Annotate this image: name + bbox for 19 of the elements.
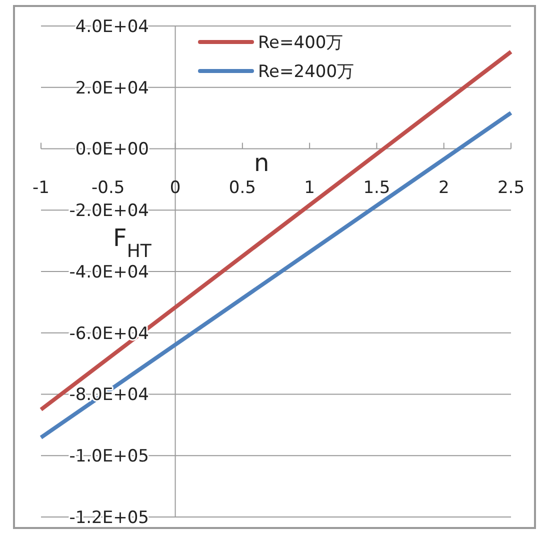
y-tick-label: -1.0E+05 <box>69 446 149 467</box>
legend-label: Re=2400万 <box>258 62 354 82</box>
y-tick-label: -2.0E+04 <box>69 201 149 222</box>
y-tick-label: -4.0E+04 <box>69 262 149 282</box>
x-tick-label: 2 <box>438 178 450 198</box>
x-tick-label: -0.5 <box>92 178 125 198</box>
y-tick-label: -1.2E+05 <box>69 508 149 528</box>
legend-label: Re=400万 <box>258 32 344 53</box>
x-axis-title: n <box>254 149 270 177</box>
x-tick-label: 0 <box>170 178 181 198</box>
y-tick-label: 0.0E+00 <box>75 140 149 160</box>
y-axis-title: F$_{HT}$ <box>113 224 152 262</box>
x-tick-label: -1 <box>32 178 50 198</box>
x-tick-label: 1 <box>304 178 315 198</box>
x-tick-label: 1.5 <box>363 178 390 198</box>
x-tick-label: 0.5 <box>228 178 256 198</box>
y-tick-label: 4.0E+04 <box>75 16 149 37</box>
x-tick-label: 2.5 <box>497 178 525 198</box>
y-tick-label: 2.0E+04 <box>75 78 149 98</box>
